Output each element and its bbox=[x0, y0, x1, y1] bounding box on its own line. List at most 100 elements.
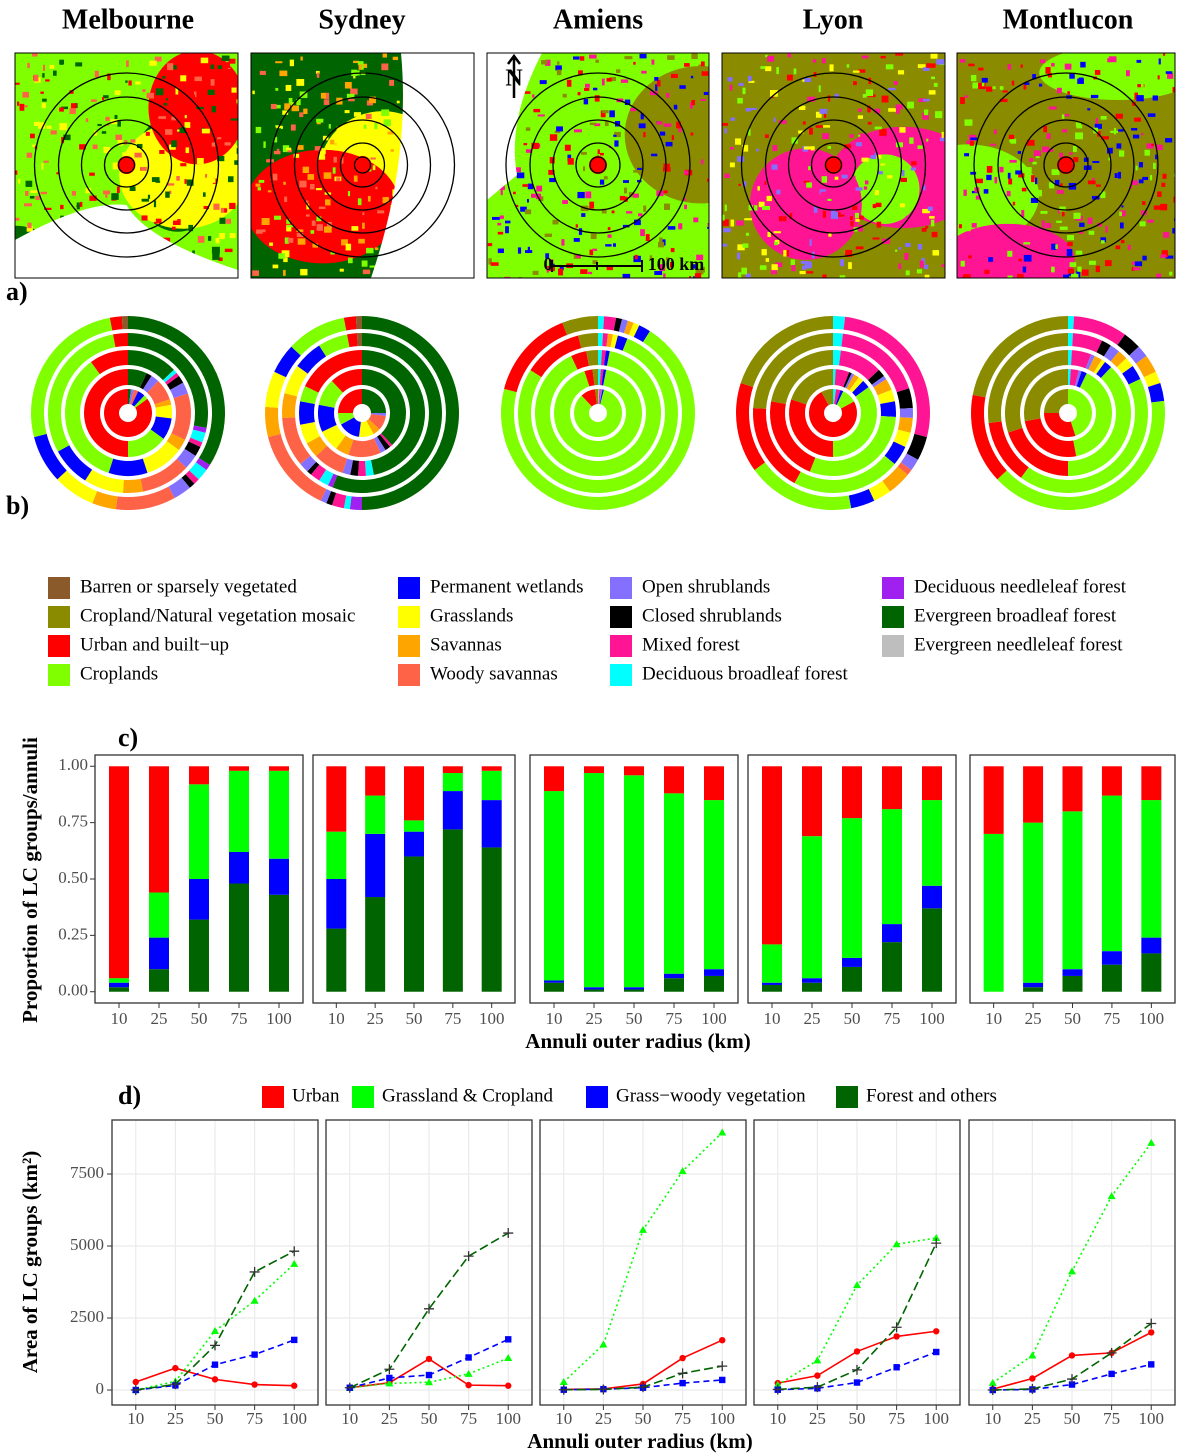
map-pixel bbox=[283, 181, 286, 185]
map-pixel bbox=[130, 139, 136, 143]
map-pixel bbox=[765, 134, 769, 139]
map-pixel bbox=[498, 185, 505, 190]
map-pixel bbox=[592, 87, 598, 91]
bar-segment bbox=[584, 987, 604, 990]
point bbox=[1029, 1375, 1036, 1382]
legend-label: Woody savannas bbox=[430, 663, 558, 684]
map-pixel bbox=[958, 224, 962, 229]
legend-label: Closed shrublands bbox=[642, 605, 782, 626]
map-pixel bbox=[1139, 221, 1146, 227]
map-pixel bbox=[995, 153, 1000, 157]
point bbox=[559, 1377, 568, 1385]
map-pixel bbox=[663, 273, 666, 278]
bar-segment bbox=[544, 766, 564, 792]
donut-segment bbox=[340, 417, 361, 437]
donut-segment bbox=[342, 458, 354, 475]
map-pixel bbox=[146, 92, 154, 99]
donut-segment bbox=[274, 346, 301, 378]
map-region bbox=[957, 223, 1075, 278]
map-pixel bbox=[729, 84, 733, 91]
donut-segment bbox=[882, 466, 908, 492]
series-line bbox=[349, 1232, 509, 1389]
map-pixel bbox=[396, 100, 400, 104]
map-pixel bbox=[158, 116, 166, 119]
map-pixel bbox=[930, 219, 935, 227]
donut-segment bbox=[92, 491, 118, 510]
point bbox=[852, 1364, 862, 1375]
map-pixel bbox=[140, 167, 147, 171]
map-pixel bbox=[690, 132, 694, 136]
donut-segment bbox=[166, 375, 184, 390]
map-pixel bbox=[802, 79, 805, 82]
map-pixel bbox=[806, 182, 812, 188]
map-pixel bbox=[85, 188, 91, 194]
map-pixel bbox=[1114, 173, 1118, 179]
x-tick-label: 25 bbox=[1025, 1009, 1042, 1028]
map-pixel bbox=[1032, 74, 1036, 80]
point bbox=[1067, 1374, 1077, 1385]
point bbox=[679, 1354, 686, 1362]
bar-segment bbox=[404, 820, 424, 832]
map-pixel bbox=[41, 102, 46, 109]
map-pixel bbox=[864, 180, 869, 185]
point bbox=[1148, 1329, 1155, 1336]
map-pixel bbox=[767, 231, 771, 238]
y-tick-label: 0.50 bbox=[58, 868, 88, 887]
map-pixel bbox=[587, 271, 593, 275]
map-pixel bbox=[665, 257, 670, 261]
city-title: Montlucon bbox=[1003, 4, 1134, 35]
donut-segment bbox=[282, 417, 311, 464]
map-pixel bbox=[188, 224, 193, 232]
y-tick-label: 0.00 bbox=[58, 981, 88, 1000]
map-pixel bbox=[149, 60, 157, 66]
map-pixel bbox=[1023, 242, 1031, 245]
map-pixel bbox=[1035, 177, 1038, 185]
donut-segment bbox=[1068, 389, 1093, 436]
map-pixel bbox=[194, 91, 197, 98]
bar-segment bbox=[882, 942, 902, 992]
bar-segment bbox=[922, 908, 942, 992]
donut-segment bbox=[121, 316, 128, 330]
map-pixel bbox=[365, 113, 372, 119]
city-title: Amiens bbox=[553, 4, 643, 35]
map-pixel bbox=[667, 226, 676, 230]
map-pixel bbox=[344, 110, 350, 114]
donut-segment bbox=[318, 380, 343, 408]
point bbox=[503, 1228, 514, 1239]
map-pixel bbox=[605, 244, 612, 247]
map-pixel bbox=[659, 264, 666, 271]
map-pixel bbox=[656, 121, 663, 125]
map-pixel bbox=[70, 103, 77, 109]
map-pixel bbox=[1129, 186, 1133, 189]
map-pixel bbox=[504, 220, 511, 224]
map-pixel bbox=[184, 114, 187, 119]
map-pixel bbox=[1121, 205, 1124, 208]
map-pixel bbox=[252, 270, 259, 276]
map-pixel bbox=[986, 165, 993, 173]
map-pixel bbox=[633, 170, 641, 173]
map-pixel bbox=[61, 106, 68, 110]
map-pixel bbox=[164, 219, 172, 224]
bar-segment bbox=[922, 766, 942, 801]
map-pixel bbox=[328, 124, 331, 129]
donut-segment bbox=[833, 316, 846, 330]
map-pixel bbox=[229, 202, 236, 210]
donut-segment bbox=[736, 383, 766, 471]
map-pixel bbox=[186, 179, 194, 186]
map-pixel bbox=[858, 215, 864, 220]
map-pixel bbox=[764, 181, 767, 185]
map-pixel bbox=[970, 171, 977, 175]
map-pixel bbox=[690, 75, 694, 79]
map-pixel bbox=[806, 271, 814, 274]
map-pixel bbox=[1108, 56, 1117, 63]
map-pixel bbox=[26, 226, 33, 232]
map-pixel bbox=[285, 84, 292, 91]
donut-segment bbox=[897, 417, 913, 433]
legend-swatch bbox=[882, 606, 904, 628]
map-pixel bbox=[330, 139, 337, 145]
map-pixel bbox=[626, 211, 633, 214]
map-pixel bbox=[929, 63, 936, 68]
map-pixel bbox=[875, 202, 882, 208]
map-pixel bbox=[932, 250, 940, 256]
donut-segment bbox=[358, 420, 374, 438]
